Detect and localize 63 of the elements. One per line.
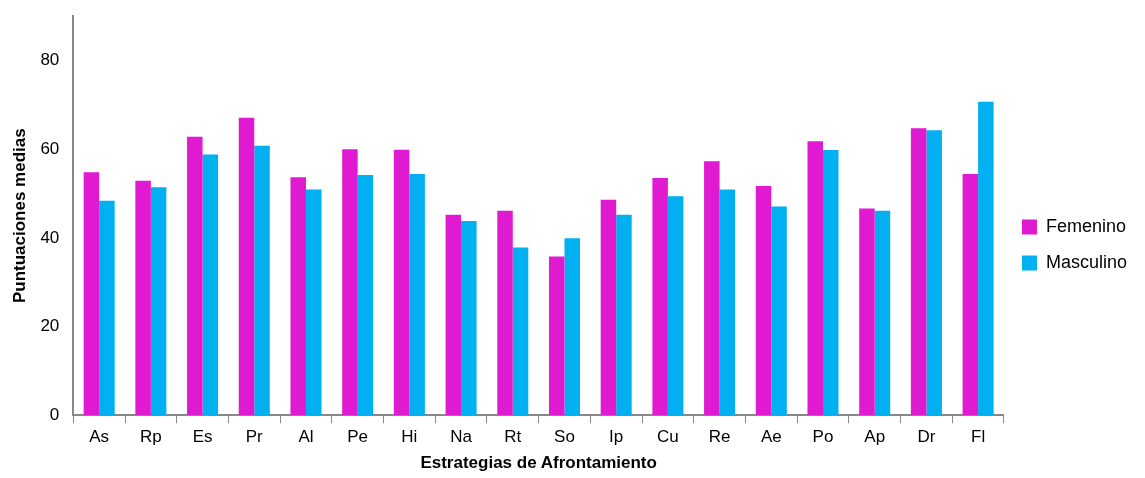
bar xyxy=(652,178,668,416)
bar xyxy=(342,149,358,416)
y-tick-label: 40 xyxy=(40,227,60,247)
bar xyxy=(616,214,632,416)
bar xyxy=(978,101,994,416)
bar xyxy=(497,210,513,416)
bar xyxy=(704,161,720,416)
bar xyxy=(755,186,772,416)
bar xyxy=(445,214,462,416)
x-tick-label: Ip xyxy=(609,427,624,447)
x-tick-label: Dr xyxy=(917,427,936,447)
x-tick-label: Rp xyxy=(140,427,162,447)
bar xyxy=(807,141,823,416)
x-tick-label: As xyxy=(89,427,110,447)
bar xyxy=(202,154,219,416)
bar xyxy=(305,189,322,416)
bar xyxy=(150,187,167,416)
bar xyxy=(859,208,875,416)
bar xyxy=(874,210,891,416)
bar xyxy=(357,174,374,416)
bar xyxy=(254,145,270,416)
x-tick-label: Na xyxy=(450,427,473,447)
bar xyxy=(823,150,839,416)
bar xyxy=(461,221,477,416)
y-tick-label: 60 xyxy=(40,138,60,158)
bar xyxy=(771,206,787,416)
y-axis-title: Puntuaciones medias xyxy=(9,128,29,304)
x-tick-label: Ae xyxy=(760,427,782,447)
bar xyxy=(910,128,927,416)
bar xyxy=(962,174,979,416)
bar xyxy=(83,172,100,416)
bar xyxy=(393,149,410,416)
y-tick-label: 0 xyxy=(49,404,60,424)
y-tick-label: 80 xyxy=(40,50,60,70)
x-tick-label: Po xyxy=(812,427,834,447)
bar xyxy=(99,200,115,416)
bar xyxy=(187,136,203,416)
x-tick-label: Hi xyxy=(401,427,418,447)
bar xyxy=(238,117,255,416)
x-tick-label: Rt xyxy=(504,427,522,447)
x-tick-label: Al xyxy=(298,427,314,447)
x-tick-label: Re xyxy=(708,427,731,447)
x-tick-label: Pe xyxy=(347,427,369,447)
bar xyxy=(926,130,942,416)
bar xyxy=(409,174,425,416)
x-tick-label: Cu xyxy=(657,427,679,447)
bar xyxy=(719,189,736,416)
legend-label: Femenino xyxy=(1045,215,1127,236)
x-tick-label: So xyxy=(554,427,575,447)
bar xyxy=(564,238,580,416)
bar xyxy=(667,196,684,416)
bar xyxy=(512,247,529,416)
x-tick-label: Fl xyxy=(971,427,986,447)
x-axis-title: Estrategias de Afrontamiento xyxy=(420,453,657,473)
bar xyxy=(135,180,151,416)
bar xyxy=(548,256,565,416)
y-tick-label: 20 xyxy=(40,316,60,336)
x-tick-label: Ap xyxy=(864,427,886,447)
legend-label: Masculino xyxy=(1045,251,1128,272)
bar xyxy=(600,199,617,416)
x-tick-label: Pr xyxy=(245,427,264,447)
x-tick-label: Es xyxy=(192,427,213,447)
bar xyxy=(290,177,306,416)
